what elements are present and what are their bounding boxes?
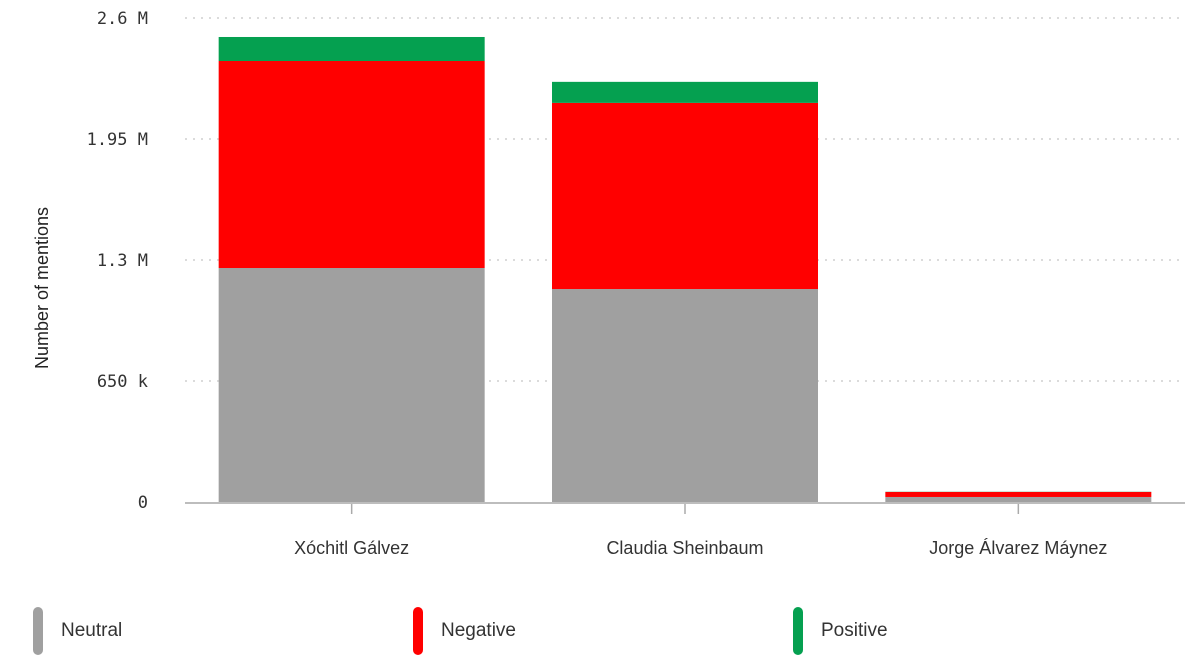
y-tick-label: 1.95 M: [87, 130, 148, 150]
legend: Neutral Negative Positive: [0, 604, 1200, 658]
legend-label: Positive: [821, 620, 888, 641]
legend-item-positive[interactable]: Positive: [793, 604, 888, 658]
axes: 0 650 k 1.3 M 1.95 M 2.6 M Xóchitl Gálvez Clau…: [87, 9, 1185, 558]
bars: [218, 36, 1152, 502]
x-tick-label: Claudia Sheinbaum: [606, 538, 763, 558]
legend-label: Neutral: [61, 620, 123, 641]
bar-segment-positive[interactable]: [552, 81, 818, 103]
bar-segment-positive[interactable]: [218, 36, 485, 62]
y-tick-label: 650 k: [97, 372, 148, 392]
x-tick-label: Xóchitl Gálvez: [294, 538, 409, 558]
bar-segment-neutral[interactable]: [218, 268, 485, 502]
bar-segment-negative[interactable]: [552, 102, 818, 290]
legend-swatch-negative: [413, 607, 423, 655]
y-tick-label: 2.6 M: [97, 9, 148, 29]
bar-segment-neutral[interactable]: [552, 289, 818, 502]
x-tick-label: Jorge Álvarez Máynez: [929, 538, 1107, 558]
grid-lines: [185, 17, 1185, 382]
legend-swatch-positive: [793, 607, 803, 655]
y-tick-label: 1.3 M: [97, 251, 148, 271]
legend-swatch-neutral: [33, 607, 43, 655]
legend-label: Negative: [441, 620, 516, 641]
y-axis-label: Number of mentions: [32, 207, 52, 369]
bar-segment-neutral[interactable]: [885, 496, 1152, 502]
legend-item-negative[interactable]: Negative: [413, 604, 516, 658]
y-tick-label: 0: [138, 493, 148, 513]
legend-item-neutral[interactable]: Neutral: [33, 604, 122, 658]
bar-segment-negative[interactable]: [218, 61, 485, 269]
bar-segment-negative[interactable]: [885, 491, 1152, 497]
